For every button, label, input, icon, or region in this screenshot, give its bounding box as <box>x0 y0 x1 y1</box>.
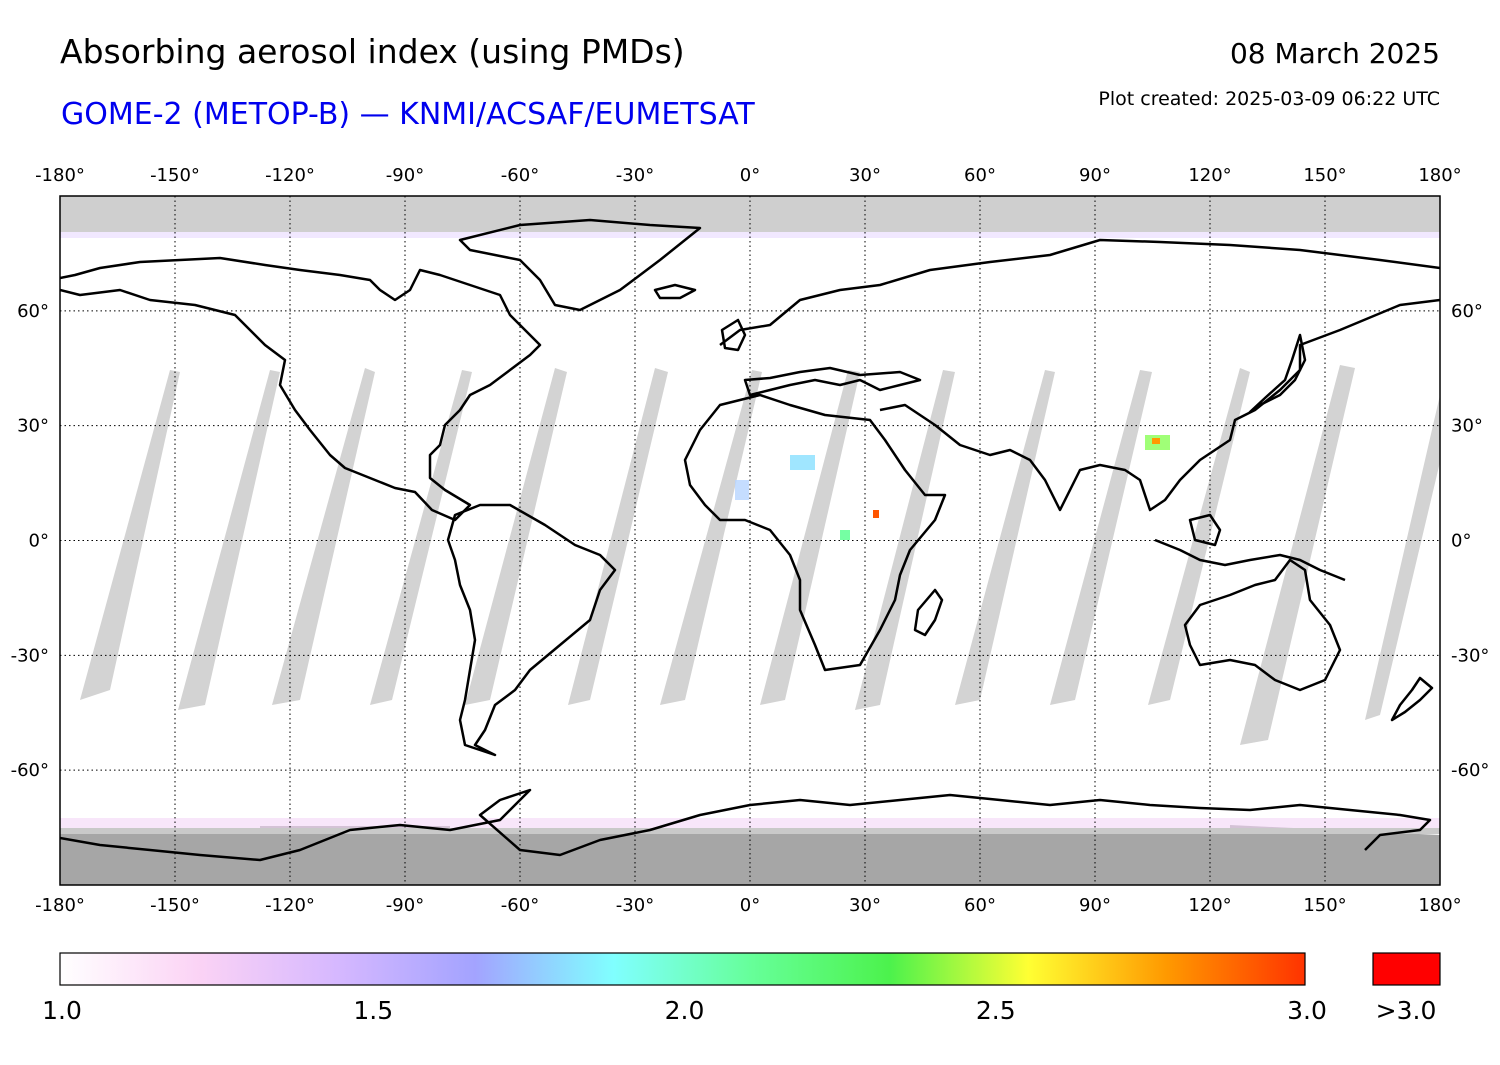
coastline-south-america <box>446 503 617 757</box>
latitude-tick-label: 30° <box>1451 416 1483 437</box>
longitude-tick-label: -60° <box>501 165 539 186</box>
longitude-tick-label: -150° <box>150 895 200 916</box>
colorbar-overflow-swatch <box>1372 952 1441 986</box>
aerosol-hotspot <box>790 455 815 470</box>
latitude-tick-label: -30° <box>1451 645 1489 666</box>
arctic-noise <box>60 232 1440 238</box>
longitude-tick-label: -120° <box>265 165 315 186</box>
latitude-tick-label: -60° <box>1451 760 1489 781</box>
swath-gap <box>178 370 280 710</box>
swath-gap <box>660 370 762 705</box>
latitude-labels-right: 60° 30° 0° -30° -60° <box>1451 301 1489 781</box>
swath-gap <box>1240 365 1355 745</box>
coastline-uk <box>720 318 747 352</box>
swath-gap <box>272 368 375 705</box>
longitude-labels-top: -180° -150° -120° -90° -60° -30° 0° 30° 60° 90° 12… <box>35 165 1462 186</box>
colorbar-overflow-label: >3.0 <box>1376 996 1437 1025</box>
longitude-tick-label: 90° <box>1079 895 1111 916</box>
longitude-tick-label: 180° <box>1418 895 1461 916</box>
coastline-greenland <box>458 218 702 312</box>
longitude-tick-label: 0° <box>740 895 760 916</box>
swath-gap <box>370 370 472 705</box>
map-frame <box>59 195 1441 886</box>
latitude-tick-label: -60° <box>11 760 49 781</box>
aerosol-hotspot <box>1152 438 1160 444</box>
aerosol-hotspot <box>840 530 850 540</box>
swath-gap <box>1365 395 1440 720</box>
longitude-tick-label: 60° <box>964 165 996 186</box>
longitude-tick-label: 30° <box>849 895 881 916</box>
coastline-indonesia <box>1154 513 1346 582</box>
swath-gap <box>760 370 860 705</box>
longitude-labels-bottom: -180° -150° -120° -90° -60° -30° 0° 30° 60° 90° 12… <box>35 895 1462 916</box>
coastline-iceland <box>653 283 697 300</box>
latitude-tick-label: 0° <box>29 531 49 552</box>
colorbar-gradient <box>59 952 1306 986</box>
colorbar-tick-label: 2.5 <box>976 996 1016 1025</box>
longitude-tick-label: 90° <box>1079 165 1111 186</box>
coastline-australia <box>1183 558 1342 692</box>
coastline-north-america <box>60 256 542 522</box>
map-title: Absorbing aerosol index (using PMDs) <box>60 32 685 71</box>
plot-created-timestamp: Plot created: 2025-03-09 06:22 UTC <box>1098 88 1440 110</box>
longitude-tick-label: 180° <box>1418 165 1461 186</box>
longitude-tick-label: -90° <box>386 895 424 916</box>
map-subtitle: GOME-2 (METOP-B) — KNMI/ACSAF/EUMETSAT <box>61 97 755 132</box>
swath-gap <box>955 370 1055 705</box>
swath-gap <box>1050 370 1152 705</box>
longitude-tick-label: -30° <box>616 895 654 916</box>
swath-gap <box>855 370 955 710</box>
longitude-tick-label: 30° <box>849 165 881 186</box>
longitude-tick-label: -150° <box>150 165 200 186</box>
longitude-tick-label: -120° <box>265 895 315 916</box>
colorbar-tick-label: 1.0 <box>42 996 82 1025</box>
coastline-madagascar <box>913 588 944 637</box>
latitude-tick-label: 60° <box>1451 301 1483 322</box>
map-panel <box>60 196 1440 885</box>
colorbar-tick-label: 3.0 <box>1287 996 1327 1025</box>
longitude-tick-label: 150° <box>1303 165 1346 186</box>
longitude-tick-label: 120° <box>1188 895 1231 916</box>
swath-gaps <box>80 365 1440 745</box>
aerosol-hotspot <box>873 510 879 518</box>
swath-gap <box>465 368 567 705</box>
coastlines <box>60 218 1440 862</box>
swath-gap <box>80 370 180 700</box>
longitude-tick-label: 0° <box>740 165 760 186</box>
coastline-africa-eurasia <box>683 238 1440 672</box>
latitude-tick-label: 30° <box>17 416 49 437</box>
coastline-japan <box>1248 333 1307 414</box>
colorbar-tick-label: 2.0 <box>665 996 705 1025</box>
observation-date: 08 March 2025 <box>1229 37 1440 70</box>
latitude-tick-label: 60° <box>17 301 49 322</box>
aerosol-hotspot <box>735 480 749 500</box>
longitude-tick-label: 60° <box>964 895 996 916</box>
gridlines <box>60 196 1440 885</box>
swath-gap <box>1148 368 1250 705</box>
coastline-antarctica <box>60 788 1432 862</box>
colorbar: 1.0 1.5 2.0 2.5 3.0 >3.0 <box>42 952 1441 1025</box>
coastline-new-zealand <box>1390 676 1434 722</box>
latitude-tick-label: 0° <box>1451 531 1471 552</box>
colorbar-tick-labels: 1.0 1.5 2.0 2.5 3.0 <box>42 996 1327 1025</box>
longitude-tick-label: -180° <box>35 165 85 186</box>
swath-gap <box>568 368 668 705</box>
longitude-tick-label: -60° <box>501 895 539 916</box>
longitude-tick-label: 150° <box>1303 895 1346 916</box>
latitude-labels-left: 60° 30° 0° -30° -60° <box>11 301 49 781</box>
longitude-tick-label: -30° <box>616 165 654 186</box>
colorbar-tick-label: 1.5 <box>353 996 393 1025</box>
longitude-tick-label: -90° <box>386 165 424 186</box>
latitude-tick-label: -30° <box>11 645 49 666</box>
longitude-tick-label: -180° <box>35 895 85 916</box>
longitude-tick-label: 120° <box>1188 165 1231 186</box>
